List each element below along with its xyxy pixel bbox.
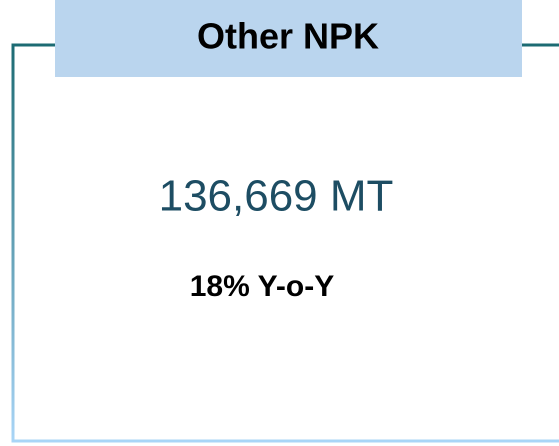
title-box <box>55 0 522 77</box>
card-title: Other NPK <box>197 16 379 57</box>
kpi-change: 18% Y-o-Y <box>190 270 335 303</box>
card-border <box>11 43 559 443</box>
kpi-value: 136,669 MT <box>159 172 394 221</box>
